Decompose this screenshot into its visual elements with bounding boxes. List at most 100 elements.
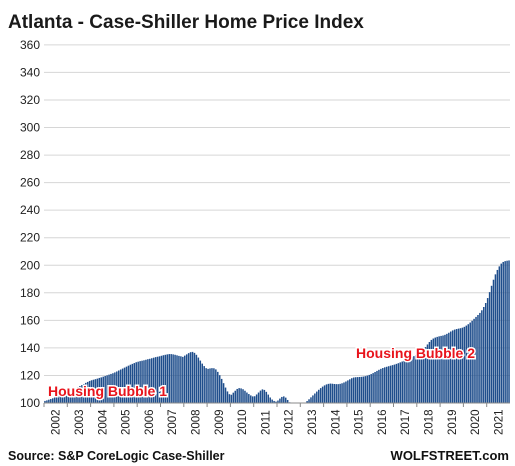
bar [286, 399, 289, 403]
bar [86, 381, 89, 403]
bar [457, 328, 460, 403]
x-tick-label: 2009 [214, 409, 226, 435]
bar [451, 330, 454, 403]
bar [83, 383, 85, 403]
bar [399, 362, 402, 403]
y-tick-label: 360 [20, 38, 40, 52]
bar [137, 361, 139, 403]
bar [162, 355, 165, 403]
bar [471, 320, 473, 403]
bar [403, 360, 405, 403]
y-tick-label: 180 [20, 286, 40, 300]
y-tick-label: 300 [20, 121, 40, 135]
bar [389, 365, 392, 403]
bar [257, 392, 260, 403]
bar [281, 396, 283, 403]
x-tick-label: 2003 [74, 409, 86, 435]
annotation-housing-bubble-2: Housing Bubble 2 [356, 345, 475, 361]
bar [312, 395, 314, 403]
bar [339, 383, 341, 403]
bar [106, 375, 108, 403]
bar [129, 364, 132, 403]
bar [69, 391, 71, 403]
bar [209, 368, 211, 403]
bar [488, 292, 491, 403]
bar [321, 386, 324, 403]
bar [415, 355, 417, 403]
chart-title: Atlanta - Case-Shiller Home Price Index [8, 12, 364, 33]
annotation-housing-bubble-1: Housing Bubble 1 [48, 383, 167, 399]
bar [139, 361, 141, 403]
bar [444, 334, 446, 403]
bar [182, 356, 184, 403]
bar [197, 357, 200, 403]
bar [176, 355, 178, 403]
bar [380, 368, 382, 403]
y-tick-label: 220 [20, 231, 40, 245]
bar [44, 400, 46, 403]
bar [283, 396, 285, 403]
bar [428, 341, 431, 403]
x-tick-label: 2007 [167, 409, 179, 435]
bar [358, 376, 361, 403]
bar [259, 390, 262, 403]
bar [374, 372, 376, 403]
bar [156, 356, 159, 403]
bar [492, 279, 495, 403]
bar [331, 383, 334, 403]
bar [168, 354, 170, 403]
bar [368, 374, 370, 403]
x-tick-label: 2002 [51, 409, 63, 435]
bar [267, 394, 270, 403]
bar [77, 387, 79, 403]
bar [275, 401, 277, 403]
y-tick-label: 200 [20, 258, 40, 272]
bar [199, 360, 202, 403]
bar [393, 364, 396, 403]
y-tick-label: 240 [20, 203, 40, 217]
x-tick-label: 2010 [237, 409, 249, 435]
bar [228, 394, 231, 403]
bar [413, 356, 415, 403]
bar [362, 376, 365, 403]
bar [354, 377, 357, 403]
x-tick-label: 2016 [377, 409, 389, 435]
bar [502, 261, 504, 403]
bar [455, 329, 458, 403]
bar [152, 357, 155, 403]
bar [185, 354, 188, 403]
bar [226, 391, 229, 403]
bar [154, 357, 157, 403]
brand-label: WOLFSTREET.com [391, 448, 509, 463]
bar [397, 363, 400, 403]
bar [284, 397, 287, 403]
bar [79, 386, 81, 403]
bar [481, 310, 483, 403]
bar [61, 394, 64, 403]
bar [461, 327, 464, 403]
x-tick-label: 2014 [330, 409, 342, 435]
bar [469, 322, 471, 403]
bar [395, 363, 398, 403]
bar [448, 332, 450, 403]
x-tick-label: 2021 [493, 409, 505, 435]
bar [424, 347, 427, 403]
bar [378, 369, 380, 403]
bar [102, 376, 104, 403]
bar [236, 388, 238, 403]
bar [92, 379, 95, 403]
bar [473, 318, 475, 403]
bar [187, 353, 190, 403]
bar [329, 383, 332, 403]
bar [98, 377, 101, 403]
bar [114, 372, 116, 403]
bar [48, 399, 50, 403]
bar [401, 361, 403, 403]
bar [323, 385, 326, 403]
x-tick-label: 2015 [354, 409, 366, 435]
bar [112, 373, 114, 403]
bar [337, 384, 339, 403]
bar [242, 389, 244, 403]
bar [352, 377, 355, 403]
bar [184, 355, 186, 403]
